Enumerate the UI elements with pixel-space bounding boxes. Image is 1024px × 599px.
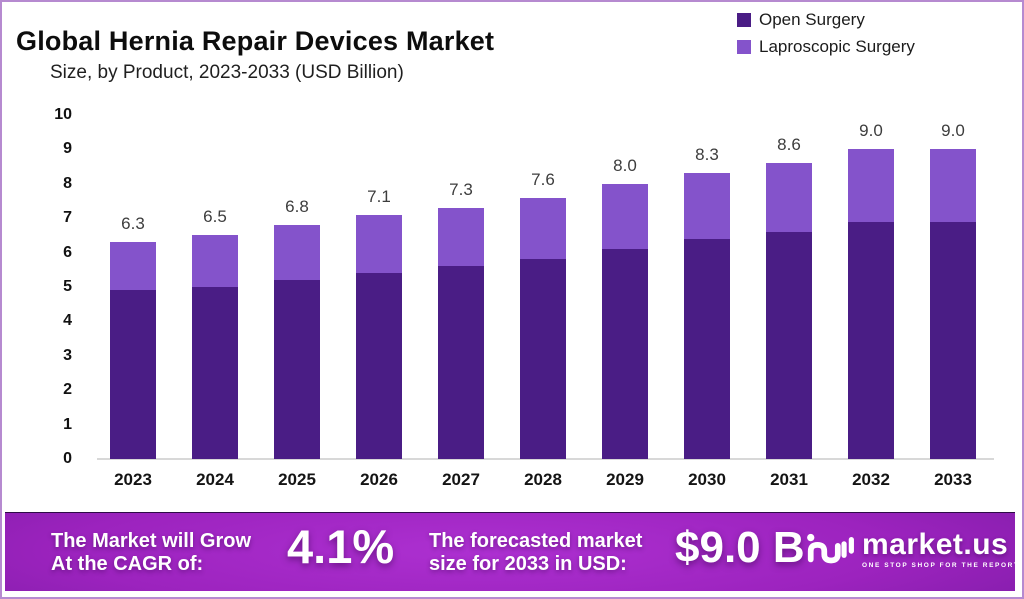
bar-2030 [684,173,730,459]
bar-2027 [438,207,484,459]
open-surgery-segment [110,290,156,459]
cagr-label: The Market will Grow At the CAGR of: [51,530,251,576]
marketus-logo-textblock: market.us ONE STOP SHOP FOR THE REPORTS [862,527,1024,569]
y-tick-label: 4 [63,312,72,330]
laproscopic-segment [192,235,238,287]
laproscopic-segment [520,197,566,260]
laproscopic-surgery-swatch-icon [737,40,751,54]
forecast-value: $9.0 B [675,523,805,572]
laproscopic-segment [930,149,976,222]
y-tick-label: 6 [63,243,72,261]
bar-2024 [192,235,238,459]
marketus-squiggle-icon [807,533,854,564]
open-surgery-segment [356,273,402,459]
open-surgery-segment [520,259,566,459]
open-surgery-segment [684,238,730,459]
bottom-banner: The Market will Grow At the CAGR of: 4.1… [5,512,1022,591]
open-surgery-segment [602,249,648,459]
open-surgery-segment [766,231,812,459]
forecast-label: The forecasted market size for 2033 in U… [429,530,642,576]
forecast-label-line2: size for 2033 in USD: [429,553,627,575]
legend: Open Surgery Laproscopic Surgery [737,10,915,57]
bar-total-label: 7.6 [531,169,555,189]
x-tick-label: 2030 [688,470,726,489]
x-tick-label: 2028 [524,470,562,489]
legend-item-open-surgery: Open Surgery [737,10,915,30]
x-tick-label: 2027 [442,470,480,489]
y-tick-label: 0 [63,450,72,467]
forecast-label-line1: The forecasted market [429,530,643,552]
x-tick-label: 2026 [360,470,398,489]
open-surgery-segment [192,287,238,459]
open-surgery-segment [848,221,894,459]
cagr-label-line1: The Market will Grow [51,530,252,552]
x-axis-line [97,458,994,460]
marketus-logo: market.us ONE STOP SHOP FOR THE REPORTS [805,524,1024,574]
plot-area: 6.3 6.5 6.8 7.1 7.3 7.6 8.0 8.3 8.6 9.0 9.0 [97,115,994,459]
bar-2026 [356,214,402,459]
page-subtitle: Size, by Product, 2023-2033 (USD Billion… [50,62,404,83]
open-surgery-segment [274,280,320,459]
x-tick-label: 2029 [606,470,644,489]
bar-total-label: 8.6 [777,135,801,155]
bar-2023 [110,242,156,459]
legend-label-laproscopic-surgery: Laproscopic Surgery [759,37,915,56]
x-tick-label: 2024 [196,470,234,489]
bar-total-label: 8.0 [613,155,637,175]
bar-total-label: 9.0 [941,121,965,141]
bar-total-label: 6.3 [121,214,145,234]
laproscopic-segment [356,214,402,274]
x-tick-label: 2025 [278,470,316,489]
x-tick-label: 2032 [852,470,890,489]
open-surgery-segment [438,266,484,459]
laproscopic-segment [438,207,484,267]
laproscopic-segment [684,173,730,239]
cagr-label-line2: At the CAGR of: [51,553,204,575]
y-tick-label: 10 [54,106,72,123]
laproscopic-segment [110,242,156,291]
open-surgery-segment [930,221,976,459]
y-tick-label: 1 [63,415,72,433]
x-tick-label: 2031 [770,470,808,489]
bar-2028 [520,197,566,459]
laproscopic-segment [848,149,894,222]
y-tick-label: 3 [63,346,72,364]
bar-total-label: 8.3 [695,145,719,165]
bar-total-label: 9.0 [859,121,883,141]
x-tick-label: 2033 [934,470,972,489]
legend-label-open-surgery: Open Surgery [759,10,865,29]
bar-total-label: 7.1 [367,186,391,206]
marketus-logo-tagline: ONE STOP SHOP FOR THE REPORTS [862,561,1024,569]
y-tick-label: 9 [63,140,72,158]
open-surgery-swatch-icon [737,13,751,27]
legend-item-laproscopic-surgery: Laproscopic Surgery [737,37,915,57]
bar-2025 [274,225,320,459]
bar-2032 [848,149,894,459]
page-title: Global Hernia Repair Devices Market [16,26,495,56]
bar-2029 [602,183,648,459]
bar-total-label: 6.8 [285,197,309,217]
stacked-bar-chart: 0 1 2 3 4 5 6 7 8 9 10 6.3 6.5 6.8 7.1 7.3 7.6 8.0 8.3 8.6… [2,2,1022,514]
laproscopic-segment [274,225,320,281]
bar-2033 [930,149,976,459]
bar-2031 [766,163,812,459]
y-tick-label: 2 [63,381,72,399]
laproscopic-segment [766,163,812,232]
bar-total-label: 6.5 [203,207,227,227]
y-tick-label: 5 [63,278,72,295]
y-tick-label: 8 [63,174,72,192]
cagr-value: 4.1% [287,520,395,573]
bar-total-label: 7.3 [449,179,473,199]
laproscopic-segment [602,183,648,250]
marketus-logo-text: market.us [862,527,1009,561]
y-tick-label: 7 [63,209,72,227]
x-tick-label: 2023 [114,470,152,489]
